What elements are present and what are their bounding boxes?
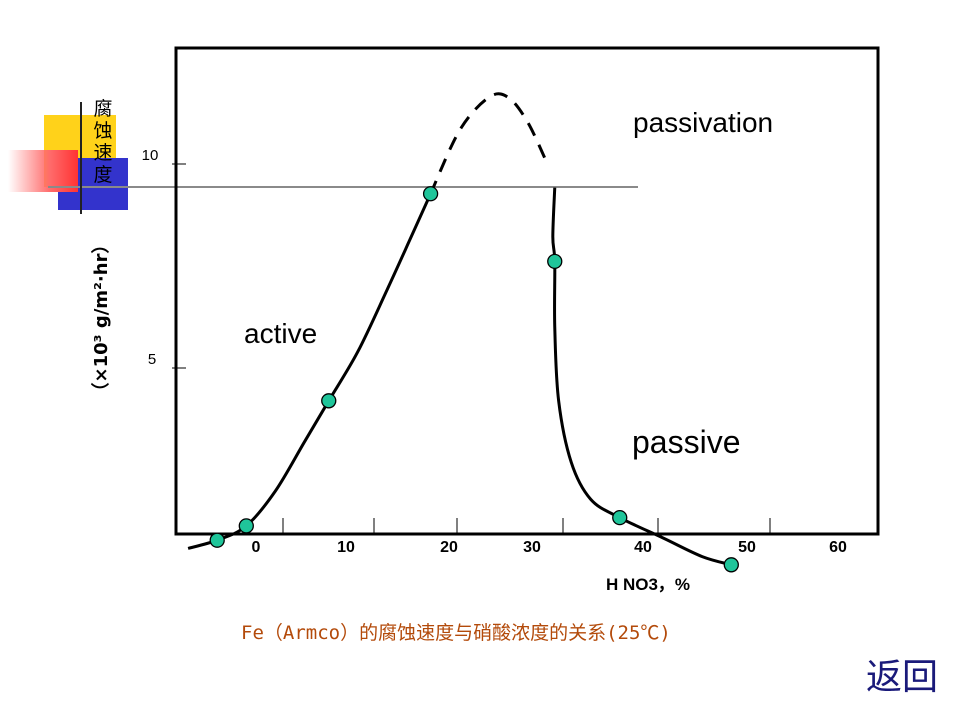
x-tick-label: 20	[440, 539, 458, 556]
x-tick-label: 60	[829, 539, 847, 556]
data-point	[547, 253, 563, 270]
data-point	[321, 393, 337, 409]
annotation-active: active	[244, 318, 317, 349]
back-button[interactable]: 返回	[866, 657, 939, 698]
deco-vertical-line	[80, 102, 82, 214]
x-tick-label: 50	[738, 539, 756, 556]
data-point	[422, 186, 439, 202]
plot-frame	[174, 46, 880, 536]
data-point	[238, 518, 254, 534]
data-point	[209, 532, 225, 548]
y-tick-label: 10	[142, 147, 159, 164]
chart-caption: Fe（Armco）的腐蚀速度与硝酸浓度的关系(25℃)	[241, 622, 671, 644]
x-tick-label: 0	[252, 539, 261, 556]
annotation-passive: passive	[632, 424, 741, 460]
annotation-passivation: passivation	[633, 107, 773, 138]
y-axis-label: 腐蚀速度	[93, 98, 113, 186]
data-point	[723, 557, 739, 573]
x-tick-label: 10	[337, 539, 355, 556]
data-point	[612, 510, 628, 526]
deco-horizontal-line	[48, 186, 638, 188]
y-tick-label: 5	[148, 351, 156, 368]
curve-passive-segment	[551, 187, 732, 567]
deco-red-gradient	[8, 150, 78, 192]
x-axis-label: H NO3，%	[606, 575, 690, 594]
curve-active-segment	[187, 193, 432, 550]
x-tick-label: 30	[523, 539, 541, 556]
curve-dashed-segment	[429, 92, 549, 195]
x-tick-label: 40	[634, 539, 652, 556]
